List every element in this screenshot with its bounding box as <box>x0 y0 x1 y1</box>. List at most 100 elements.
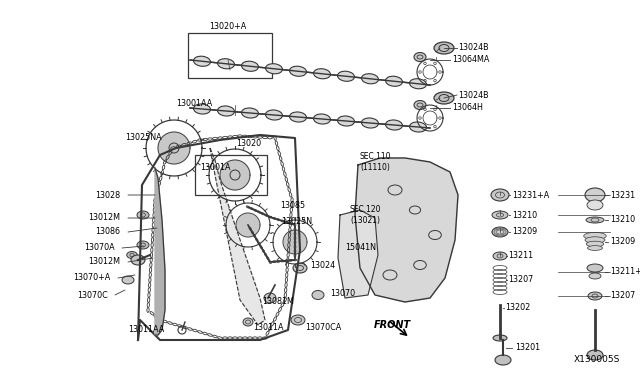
Ellipse shape <box>585 237 605 243</box>
Text: 13020+A: 13020+A <box>209 22 246 31</box>
Text: 13025NA: 13025NA <box>125 134 162 142</box>
Text: 13207: 13207 <box>610 292 636 301</box>
Ellipse shape <box>385 76 403 86</box>
Ellipse shape <box>266 110 282 120</box>
Ellipse shape <box>218 59 234 69</box>
Text: 13070CA: 13070CA <box>305 324 341 333</box>
Ellipse shape <box>337 71 355 81</box>
Text: 13085: 13085 <box>280 201 305 209</box>
Ellipse shape <box>588 246 602 250</box>
Text: 13207: 13207 <box>508 276 533 285</box>
Ellipse shape <box>385 120 403 130</box>
Ellipse shape <box>241 108 259 118</box>
Text: 13231: 13231 <box>610 190 635 199</box>
Ellipse shape <box>137 211 149 219</box>
Ellipse shape <box>584 232 606 240</box>
Text: 13209: 13209 <box>610 237 636 247</box>
Ellipse shape <box>218 106 234 116</box>
Ellipse shape <box>314 114 330 124</box>
Text: 13064MA: 13064MA <box>452 55 490 64</box>
Ellipse shape <box>241 61 259 71</box>
Ellipse shape <box>587 264 603 272</box>
Ellipse shape <box>291 315 305 325</box>
Text: X130005S: X130005S <box>573 356 620 365</box>
Ellipse shape <box>289 66 307 76</box>
Text: 13081M: 13081M <box>262 298 294 307</box>
Ellipse shape <box>362 118 378 128</box>
Ellipse shape <box>193 104 211 114</box>
Ellipse shape <box>434 92 454 104</box>
Text: 13024B: 13024B <box>458 90 488 99</box>
Ellipse shape <box>289 112 307 122</box>
Ellipse shape <box>122 276 134 284</box>
Text: 13202: 13202 <box>505 304 531 312</box>
Text: 13020: 13020 <box>236 138 261 148</box>
Ellipse shape <box>492 227 508 237</box>
Text: SEC.120
(13021): SEC.120 (13021) <box>350 205 381 225</box>
Polygon shape <box>220 160 250 190</box>
Text: 13211+A: 13211+A <box>610 267 640 276</box>
Polygon shape <box>210 148 265 325</box>
Text: 13011AA: 13011AA <box>128 326 164 334</box>
Ellipse shape <box>314 69 330 79</box>
Ellipse shape <box>414 52 426 61</box>
Bar <box>195 155 267 195</box>
Text: FRONT: FRONT <box>374 320 411 330</box>
Ellipse shape <box>243 318 253 326</box>
Ellipse shape <box>137 241 149 249</box>
Ellipse shape <box>493 252 507 260</box>
Text: 13070A: 13070A <box>84 244 115 253</box>
Text: 13211: 13211 <box>508 251 533 260</box>
Ellipse shape <box>410 122 426 132</box>
Ellipse shape <box>589 273 601 279</box>
Text: 13024: 13024 <box>310 260 335 269</box>
Polygon shape <box>283 230 307 254</box>
Ellipse shape <box>362 74 378 84</box>
Text: 13209: 13209 <box>512 228 537 237</box>
Text: 13025N: 13025N <box>281 218 312 227</box>
Ellipse shape <box>588 292 602 300</box>
Ellipse shape <box>193 56 211 66</box>
Ellipse shape <box>586 217 604 223</box>
Text: 13070+A: 13070+A <box>73 273 110 282</box>
Polygon shape <box>158 132 190 164</box>
Ellipse shape <box>587 350 603 360</box>
Text: 13210: 13210 <box>610 215 635 224</box>
Text: 13201: 13201 <box>515 343 540 353</box>
Ellipse shape <box>264 293 276 303</box>
Text: 13086: 13086 <box>95 228 120 237</box>
Text: 13012M: 13012M <box>88 214 120 222</box>
Text: 13070: 13070 <box>330 289 355 298</box>
Ellipse shape <box>293 263 307 273</box>
Polygon shape <box>355 158 458 302</box>
Ellipse shape <box>337 116 355 126</box>
Polygon shape <box>236 213 260 237</box>
Ellipse shape <box>492 211 508 219</box>
Ellipse shape <box>434 42 454 54</box>
Text: 13012M: 13012M <box>88 257 120 266</box>
Polygon shape <box>155 168 165 335</box>
Ellipse shape <box>414 100 426 109</box>
Ellipse shape <box>495 355 511 365</box>
Ellipse shape <box>131 255 145 265</box>
Text: 13070C: 13070C <box>77 291 108 299</box>
Ellipse shape <box>587 200 603 210</box>
Text: 13024B: 13024B <box>458 44 488 52</box>
Ellipse shape <box>410 79 426 89</box>
Ellipse shape <box>586 241 604 247</box>
Bar <box>188 33 272 78</box>
Text: 13001AA: 13001AA <box>176 99 212 108</box>
Text: 15041N: 15041N <box>345 244 376 253</box>
Text: SEC.110
(11110): SEC.110 (11110) <box>360 152 392 172</box>
Text: 13064H: 13064H <box>452 103 483 112</box>
Ellipse shape <box>491 189 509 201</box>
Ellipse shape <box>585 188 605 202</box>
Polygon shape <box>338 210 378 298</box>
Text: 13231+A: 13231+A <box>512 190 549 199</box>
Text: 13210: 13210 <box>512 211 537 219</box>
Ellipse shape <box>266 64 282 74</box>
Text: 13028: 13028 <box>95 190 120 199</box>
Ellipse shape <box>312 291 324 299</box>
Text: 13011A: 13011A <box>253 324 284 333</box>
Text: 13001A: 13001A <box>200 164 230 173</box>
